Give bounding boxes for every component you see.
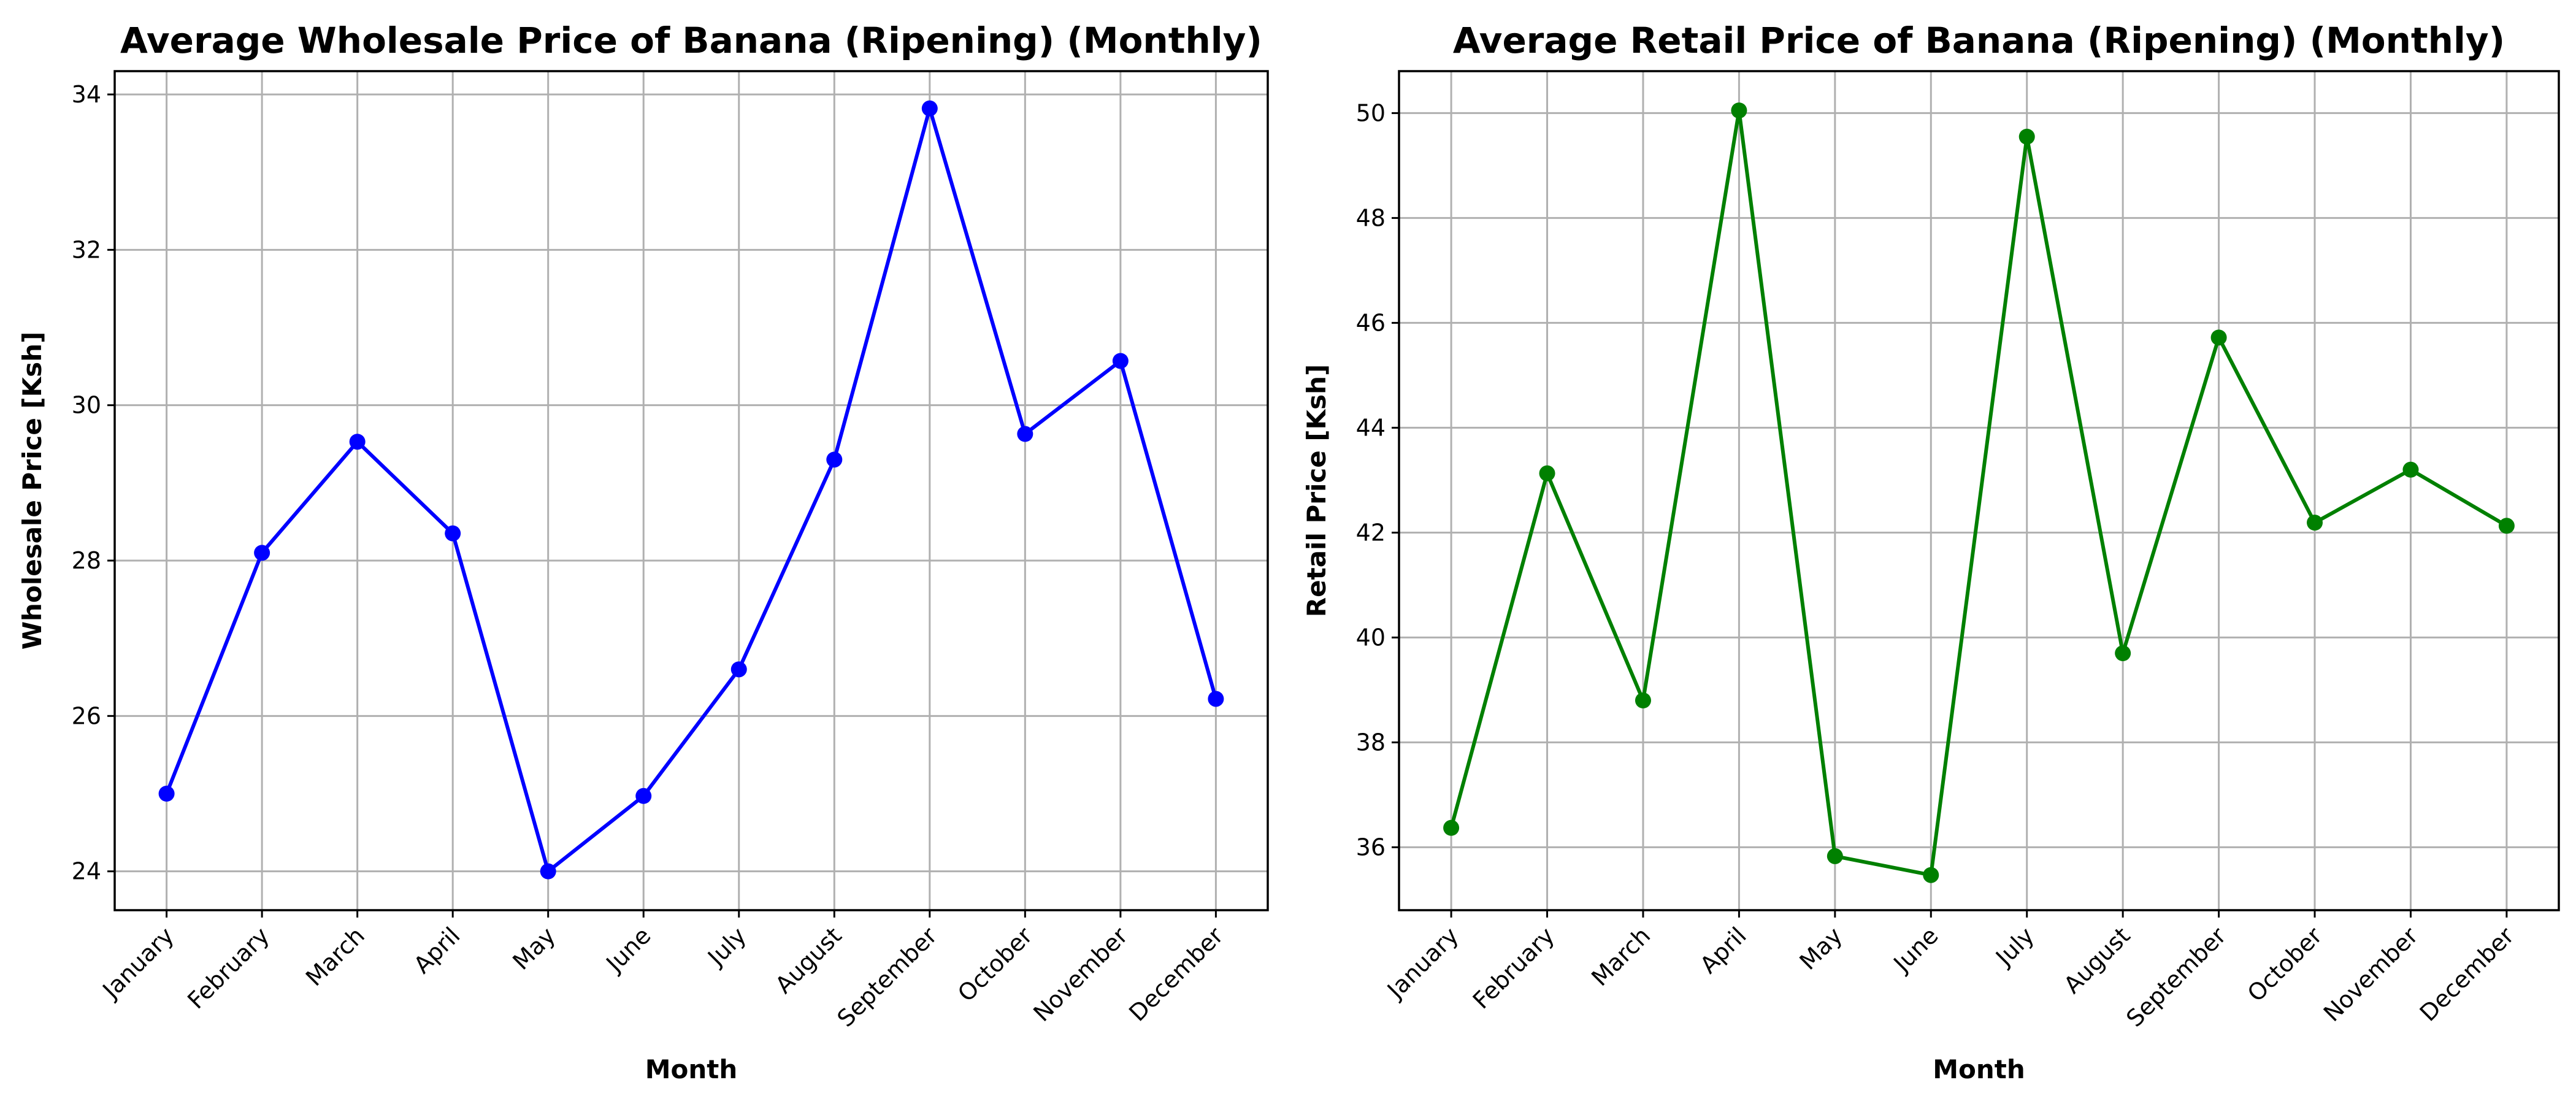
chart-title: Average Wholesale Price of Banana (Ripen…	[120, 20, 1262, 61]
x-tick-label: August	[770, 922, 847, 999]
x-tick-label: February	[182, 922, 274, 1014]
chart-title: Average Retail Price of Banana (Ripening…	[1453, 20, 2505, 61]
x-tick-label: June	[600, 922, 656, 978]
y-tick-label: 46	[1356, 309, 1386, 336]
x-tick-label: June	[1888, 922, 1944, 978]
data-point	[2498, 518, 2515, 534]
y-tick-label: 38	[1356, 729, 1386, 756]
x-tick-label: April	[408, 922, 466, 979]
data-point	[349, 434, 366, 450]
data-point	[254, 545, 270, 561]
data-point	[730, 661, 747, 678]
x-tick-label: September	[832, 922, 943, 1032]
x-tick-label: May	[1795, 922, 1848, 975]
y-tick-label: 40	[1356, 624, 1386, 651]
y-tick-label: 36	[1356, 834, 1386, 861]
data-point	[635, 788, 652, 804]
data-point	[2018, 128, 2035, 145]
x-tick-label: March	[301, 922, 370, 991]
data-point	[2210, 329, 2227, 346]
x-tick-label: August	[2058, 922, 2135, 999]
y-tick-label: 24	[72, 858, 101, 885]
data-point	[2115, 645, 2131, 662]
data-point	[1635, 692, 1651, 708]
series-line	[164, 106, 1218, 873]
y-tick-label: 26	[72, 702, 101, 729]
data-point	[1923, 867, 1939, 883]
plot-frame	[1398, 70, 2560, 911]
data-point	[1731, 102, 1747, 119]
series-line	[1449, 109, 2508, 877]
y-tick-label: 44	[1356, 414, 1386, 441]
y-axis-label: Wholesale Price [Ksh]	[17, 332, 47, 650]
data-point	[158, 786, 175, 802]
x-tick-label: December	[1124, 922, 1229, 1027]
x-tick-label: July	[1990, 922, 2039, 972]
x-tick-label: September	[2121, 922, 2231, 1032]
x-tick-label: July	[702, 922, 751, 972]
y-axis-label: Retail Price [Ksh]	[1301, 364, 1332, 617]
data-point	[826, 451, 843, 468]
y-tick-label: 34	[72, 81, 101, 108]
x-tick-label: May	[507, 922, 561, 975]
x-tick-label: January	[1381, 922, 1463, 1004]
data-point	[2402, 461, 2419, 478]
data-point	[445, 525, 461, 542]
x-tick-label: November	[1028, 922, 1133, 1027]
y-tick-label: 48	[1356, 204, 1386, 231]
x-tick-label: October	[953, 922, 1038, 1007]
x-tick-label: January	[97, 922, 179, 1004]
x-tick-label: October	[2242, 922, 2328, 1007]
chart-retail: 36 38 40 42 44 46 48 50 January February March Apri…	[1301, 20, 2560, 1084]
y-tick-label: 30	[72, 392, 101, 419]
data-point	[1539, 465, 1555, 481]
chart-wholesale: 24 26 28 30 32 34 January February March April May…	[17, 20, 1269, 1084]
data-point	[1112, 353, 1129, 369]
y-tick-label: 50	[1356, 99, 1386, 126]
data-point	[1017, 426, 1033, 442]
x-tick-label: November	[2318, 922, 2423, 1027]
x-tick-label: December	[2415, 922, 2520, 1027]
plot-frame	[113, 70, 1269, 911]
data-point	[921, 100, 938, 117]
x-axis-label: Month	[1933, 1054, 2025, 1084]
data-point	[2307, 515, 2323, 531]
data-point	[540, 863, 556, 880]
data-point	[1208, 691, 1224, 707]
x-tick-label: April	[1695, 922, 1752, 979]
x-tick-label: February	[1468, 922, 1560, 1014]
x-axis-label: Month	[645, 1054, 738, 1084]
x-tick-label: March	[1586, 922, 1655, 991]
data-point	[1827, 848, 1843, 864]
y-tick-label: 32	[72, 236, 101, 263]
data-point	[1443, 819, 1460, 836]
y-tick-label: 28	[72, 547, 101, 574]
y-tick-label: 42	[1356, 519, 1386, 546]
